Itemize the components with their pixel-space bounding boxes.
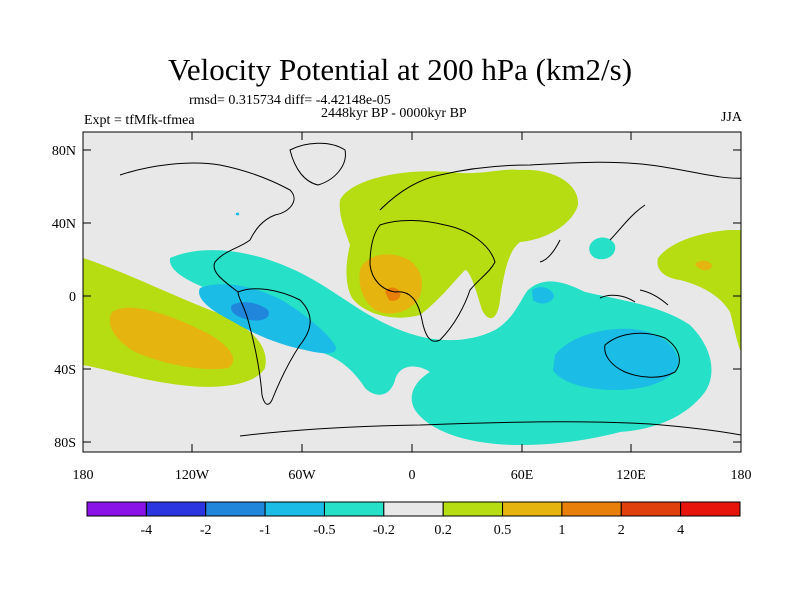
stats-label: rmsd= 0.315734 diff= -4.42148e-05 [189, 93, 391, 108]
coast-antarctica [239, 421, 741, 437]
colorbar-swatch [264, 501, 325, 517]
x-tick-label: 0 [409, 468, 416, 483]
x-tick-label: 180 [731, 468, 752, 483]
moderate-positive-pacific-east [695, 260, 712, 271]
colorbar-label: -0.5 [313, 523, 335, 538]
coast-africa [369, 219, 496, 342]
experiment-label: Expt = tfMfk-tfmea [84, 113, 195, 128]
coast-maritime-continent [599, 289, 669, 306]
map-title: Velocity Potential at 200 hPa (km2/s) [167, 52, 633, 87]
x-tick-label: 120E [616, 468, 646, 483]
x-tick-label: 180 [73, 468, 94, 483]
colorbar-label: -1 [259, 523, 271, 538]
y-tick-labels: 80N 40N 0 40S 80S [52, 144, 76, 451]
strong-negative-south-america [231, 302, 269, 321]
x-tick-label: 60W [288, 468, 316, 483]
contour-fields [83, 169, 741, 445]
y-tick-label: 80S [54, 436, 76, 451]
colorbar-swatch [680, 501, 741, 517]
colorbar-label: -2 [200, 523, 212, 538]
coast-greenland [289, 142, 346, 186]
strong-negative-cyan-dot [235, 212, 240, 216]
coastlines [119, 142, 741, 437]
axis-ticks [83, 132, 741, 452]
colorbar: -4 -2 -1 -0.5 -0.2 0.2 0.5 1 2 4 [86, 501, 741, 538]
moderate-negative-indian-ocean [553, 328, 679, 390]
x-tick-label: 60E [511, 468, 534, 483]
coast-europe-asia [379, 161, 741, 263]
season-label: JJA [720, 110, 742, 125]
y-tick-label: 80N [52, 144, 76, 159]
colorbar-swatch [145, 501, 207, 517]
colorbar-label: -0.2 [373, 523, 395, 538]
x-tick-label: 120W [175, 468, 210, 483]
colorbar-label: 4 [677, 523, 684, 538]
x-tick-labels: 180 120W 60W 0 60E 120E 180 [73, 468, 752, 483]
colorbar-label: 1 [558, 523, 565, 538]
y-tick-label: 0 [69, 290, 76, 305]
coast-australia [604, 332, 680, 378]
period-label: 2448kyr BP - 0000kyr BP [321, 106, 467, 121]
colorbar-label: 2 [618, 523, 625, 538]
y-tick-label: 40S [54, 363, 76, 378]
colorbar-swatch [86, 501, 147, 517]
colorbar-swatch [442, 501, 504, 517]
colorbar-swatch [561, 501, 622, 517]
colorbar-swatch [205, 501, 266, 517]
colorbar-swatch [620, 501, 682, 517]
positive-region-pacific-east [657, 230, 741, 353]
moderate-positive-africa [359, 254, 422, 314]
coast-north-america [119, 162, 295, 293]
colorbar-swatch [383, 501, 444, 517]
y-tick-label: 40N [52, 217, 76, 232]
moderate-positive-pacific [109, 307, 234, 370]
coast-south-america [237, 288, 311, 405]
colorbar-label: 0.5 [494, 523, 512, 538]
colorbar-label: 0.2 [434, 523, 452, 538]
colorbar-swatch [323, 501, 385, 517]
colorbar-label: -4 [141, 523, 153, 538]
colorbar-swatch [502, 501, 563, 517]
negative-region-main [169, 250, 712, 445]
moderate-negative-south-america [199, 284, 336, 354]
negative-region-india [589, 237, 616, 260]
moderate-negative-bay [532, 287, 554, 304]
